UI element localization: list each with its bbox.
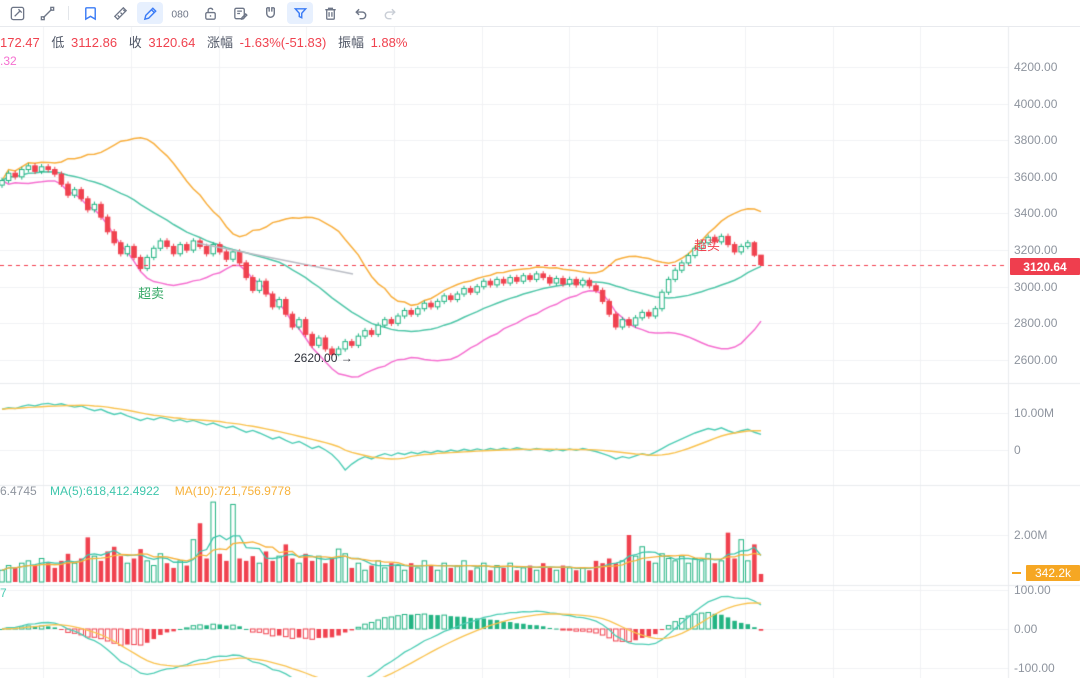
y-axis-label: 2.00M bbox=[1014, 528, 1048, 542]
redo-icon[interactable] bbox=[377, 2, 403, 24]
high-value-partial: 172.47 bbox=[0, 35, 40, 50]
volume-ma5: MA(5):618,412.4922 bbox=[50, 484, 160, 498]
y-axis-label: 0.00 bbox=[1014, 622, 1038, 636]
filter-icon[interactable] bbox=[287, 2, 313, 24]
ohlc-readout: 172.47 低 3112.86 收 3120.64 涨幅 -1.63%(-51… bbox=[0, 32, 407, 51]
overbought-annotation: 超买 bbox=[694, 238, 721, 253]
y-axis-label: 0 bbox=[1014, 443, 1021, 457]
boll-legend-partial: .32 bbox=[0, 54, 17, 68]
lock-open-icon[interactable] bbox=[197, 2, 223, 24]
y-axis-label: 3600.00 bbox=[1014, 169, 1058, 184]
ruler-icon[interactable] bbox=[107, 2, 133, 24]
magnet-icon[interactable] bbox=[257, 2, 283, 24]
oversold-annotation: 超卖 bbox=[138, 286, 165, 301]
low-label: 低 bbox=[51, 35, 65, 50]
undo-icon[interactable] bbox=[347, 2, 373, 24]
y-axis-label: 10.00M bbox=[1014, 406, 1055, 420]
y-axis-label: 100.00 bbox=[1014, 583, 1051, 597]
brush-icon[interactable] bbox=[137, 2, 163, 24]
y-axis-label: 3200.00 bbox=[1014, 243, 1058, 258]
close-value: 3120.64 bbox=[148, 35, 196, 50]
toolbar-separator bbox=[68, 6, 69, 20]
y-axis-label: 4000.00 bbox=[1014, 96, 1058, 111]
trash-icon[interactable] bbox=[317, 2, 343, 24]
low-value: 3112.86 bbox=[71, 35, 118, 50]
volume-legend: 6.4745 MA(5):618,412.4922 MA(10):721,756… bbox=[0, 484, 291, 498]
volume-ma10: MA(10):721,756.9778 bbox=[174, 484, 291, 498]
close-label: 收 bbox=[128, 35, 142, 50]
current-price-badge: 3120.64 bbox=[1010, 258, 1080, 275]
trendline-icon[interactable] bbox=[34, 2, 60, 24]
svg-text:080: 080 bbox=[171, 9, 189, 20]
drawing-toolbar: 080 bbox=[0, 0, 1080, 27]
y-axis-label: 3000.00 bbox=[1014, 279, 1058, 294]
y-axis-label: 2800.00 bbox=[1014, 316, 1058, 331]
y-axis-label: 4200.00 bbox=[1014, 60, 1058, 74]
change-label: 涨幅 bbox=[206, 35, 233, 50]
note-edit-icon[interactable] bbox=[227, 2, 253, 24]
screenshot-edit-icon[interactable] bbox=[4, 2, 30, 24]
volume-badge-tick bbox=[1012, 572, 1021, 574]
change-value: -1.63%(-51.83) bbox=[239, 35, 327, 50]
y-axis-label: 3400.00 bbox=[1014, 206, 1058, 221]
y-axis-label: 3800.00 bbox=[1014, 133, 1058, 148]
amplitude-value: 1.88% bbox=[370, 35, 408, 50]
low-point-annotation: 2620.00 → bbox=[294, 351, 353, 365]
macd-legend-partial: 7 bbox=[0, 586, 7, 600]
y-axis-label: 2600.00 bbox=[1014, 352, 1058, 367]
counter-icon[interactable]: 080 bbox=[167, 2, 193, 24]
amplitude-label: 振幅 bbox=[337, 35, 364, 50]
y-axis-label: -100.00 bbox=[1014, 661, 1055, 675]
shape-bookmark-icon[interactable] bbox=[77, 2, 103, 24]
volume-value-partial: 6.4745 bbox=[0, 484, 37, 498]
current-volume-badge: 342.2k bbox=[1026, 565, 1080, 581]
